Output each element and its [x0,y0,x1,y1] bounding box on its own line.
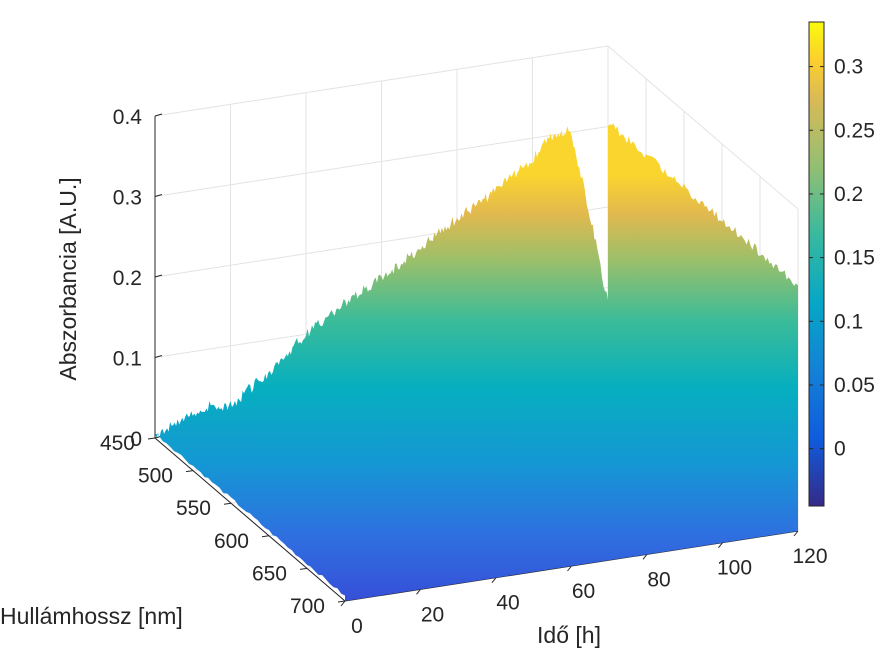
x-tick-label: 100 [717,557,752,580]
x-tick-label: 0 [351,615,363,638]
z-tick-mark [154,194,163,197]
x-tick-mark [416,589,421,595]
colorbar-gradient [808,21,825,507]
absorbance-surface [155,123,798,602]
y-axis-line [154,437,346,602]
x-tick-mark [491,577,497,583]
colorbar-tick-label: 0.1 [834,310,863,333]
y-tick-mark [299,567,308,570]
z-tick-label: 0.3 [113,187,142,210]
z-tick-mark [154,113,163,117]
y-tick-mark [223,502,232,505]
side-wall-gridline [607,45,799,210]
x-tick-mark [718,542,723,548]
x-tick-mark [567,565,572,572]
y-tick-label: 650 [252,562,287,585]
z-tick-label: 0.4 [113,106,143,129]
x-tick-mark [793,530,799,537]
colorbar-tick-label: 0.15 [834,247,875,270]
x-tick-mark [340,600,346,607]
y-tick-label: 600 [214,530,249,553]
y-tick-label: 450 [100,432,135,455]
y-tick-label: 700 [290,595,325,618]
y-tick-mark [147,437,156,440]
x-tick-label: 20 [421,603,444,626]
colorbar-tick-label: 0.25 [834,119,875,142]
back-wall-gridline [154,45,609,117]
x-tick-label: 80 [647,568,670,591]
y-tick-mark [337,600,346,603]
z-tick-mark [154,355,163,358]
z-tick-label: 0 [130,428,142,451]
z-tick-label: 0.1 [113,348,142,371]
y-axis-label: Hullámhossz [nm] [0,603,183,629]
colorbar-tick-label: 0.05 [834,374,875,397]
y-tick-label: 550 [176,497,211,520]
colorbar: 0 0.05 0.1 0.15 0.2 0.25 0.3 [808,21,875,507]
x-tick-label: 120 [792,545,827,568]
colorbar-tick-label: 0.3 [834,56,863,79]
z-tick-mark [154,274,163,278]
back-wall-gridline [154,126,609,197]
z-axis-label: Abszorbancia [A.U.] [55,177,81,380]
z-tick-label: 0.2 [113,267,142,290]
colorbar-tick-label: 0.2 [834,183,863,206]
x-tick-mark [642,554,648,560]
colorbar-tick-label: 0 [834,438,846,461]
y-tick-mark [261,535,270,538]
y-tick-label: 500 [138,465,173,488]
x-axis-label: Idő [h] [537,622,601,648]
x-tick-label: 60 [572,580,595,603]
x-tick-label: 40 [496,592,519,615]
y-tick-mark [185,470,194,473]
